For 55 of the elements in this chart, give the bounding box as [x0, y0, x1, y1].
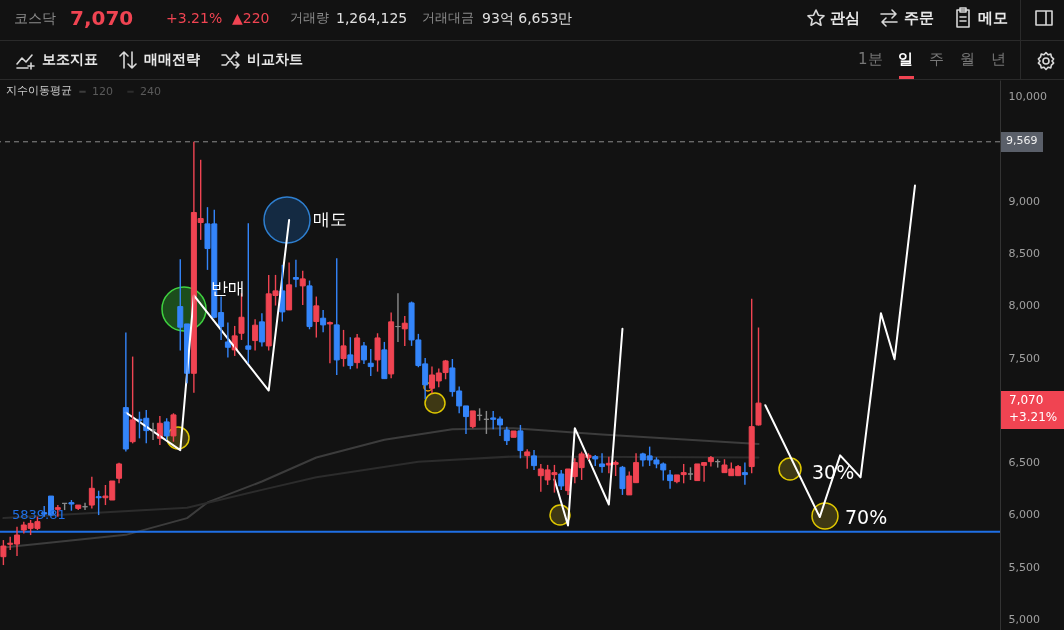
y-tick-label: 5,000 — [1008, 613, 1040, 627]
candlestick — [401, 315, 408, 347]
text: 7,070 — [1009, 393, 1044, 408]
candlestick — [524, 448, 531, 470]
text: 일 — [898, 50, 913, 68]
candlestick — [381, 341, 388, 380]
y-tick-label: 6,500 — [1008, 456, 1040, 470]
candlestick — [299, 270, 306, 306]
y-tick-label: 7,500 — [1008, 351, 1040, 365]
text: 93억 6,653만 — [482, 10, 573, 27]
candlestick — [245, 222, 252, 364]
annotation: 매도 — [313, 209, 347, 229]
legend-label: 120 — [92, 84, 113, 98]
candlestick — [517, 424, 524, 460]
text: 년 — [991, 50, 1006, 68]
text: +3.21% — [166, 10, 223, 27]
annotation: 70% — [845, 506, 888, 528]
text: 매매전략 — [144, 51, 200, 68]
legend-label: 240 — [140, 84, 161, 98]
text: 주 — [929, 50, 944, 68]
text: 거래대금 — [422, 10, 474, 26]
candlestick — [619, 465, 626, 496]
candlestick — [558, 469, 565, 491]
text: 1분 — [858, 50, 883, 68]
text: 코스닥 — [14, 10, 56, 27]
y-tick-label: 8,000 — [1008, 299, 1040, 313]
text: 주문 — [904, 9, 934, 27]
candlestick — [755, 326, 762, 427]
legend-title: 지수이동평균 — [6, 84, 72, 97]
y-tick-label: 8,500 — [1008, 247, 1040, 261]
candlestick — [95, 490, 102, 516]
line-series — [124, 219, 291, 452]
candlestick — [374, 332, 381, 373]
text: 메모 — [978, 9, 1008, 27]
text: 거래량 — [290, 10, 329, 26]
candlestick — [326, 320, 333, 364]
candlestick — [340, 329, 347, 368]
text: ▲220 — [232, 10, 270, 27]
ref-line-label: 9,569 — [1006, 133, 1038, 147]
candlestick — [163, 417, 170, 441]
text: 비교차트 — [247, 51, 303, 68]
candlestick — [0, 539, 7, 566]
candlestick — [170, 412, 177, 443]
y-tick-label: 6,000 — [1008, 508, 1040, 522]
y-tick-label: 9,000 — [1008, 194, 1040, 208]
text: 1,264,125 — [336, 10, 408, 27]
text: 보조지표 — [42, 51, 98, 68]
text: 월 — [960, 50, 975, 68]
y-tick-label: 10,000 — [1008, 90, 1047, 104]
line-series — [2, 455, 760, 520]
text: +3.21% — [1009, 410, 1058, 425]
text: 관심 — [830, 9, 860, 27]
candlestick — [306, 279, 313, 330]
text: 7,070 — [70, 6, 134, 30]
y-tick-label: 5,500 — [1008, 560, 1040, 574]
